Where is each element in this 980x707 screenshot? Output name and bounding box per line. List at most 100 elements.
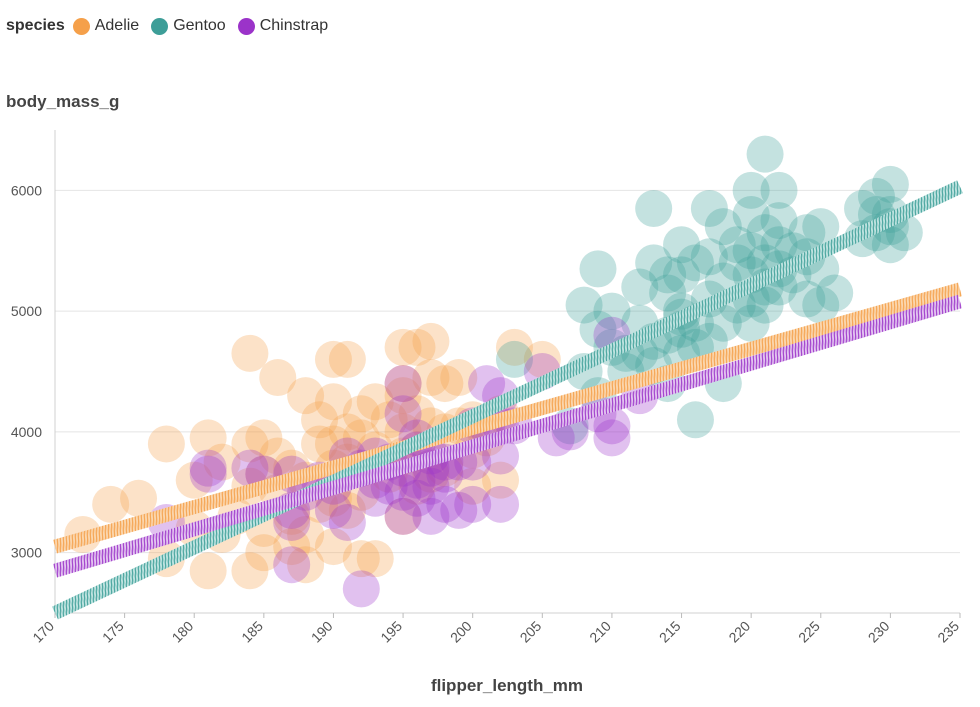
point-gentoo: [579, 310, 617, 348]
legend: species Adelie Gentoo Chinstrap: [6, 12, 334, 40]
trend-band-chinstrap: [53, 294, 962, 578]
point-adelie: [231, 425, 269, 463]
point-adelie: [384, 377, 422, 415]
point-gentoo: [579, 250, 617, 288]
point-gentoo: [635, 189, 673, 227]
point-adelie: [342, 395, 380, 433]
point-gentoo: [816, 274, 854, 312]
point-adelie: [328, 413, 366, 451]
point-adelie: [454, 467, 492, 505]
point-gentoo: [732, 304, 770, 342]
point-adelie: [426, 365, 464, 403]
point-chinstrap: [328, 503, 366, 541]
point-chinstrap: [384, 473, 422, 511]
point-adelie: [301, 425, 339, 463]
point-adelie: [398, 467, 436, 505]
point-adelie: [147, 425, 185, 463]
point-gentoo: [649, 256, 687, 294]
point-chinstrap: [482, 485, 520, 523]
point-adelie: [287, 516, 325, 554]
y-tick-label: 3000: [11, 545, 42, 561]
point-adelie: [412, 322, 450, 360]
point-adelie: [301, 401, 339, 439]
point-gentoo: [704, 304, 742, 342]
point-adelie: [287, 377, 325, 415]
point-gentoo: [649, 274, 687, 312]
point-gentoo: [760, 202, 798, 240]
point-chinstrap: [412, 467, 450, 505]
point-adelie: [495, 328, 533, 366]
legend-item-adelie[interactable]: Adelie: [72, 17, 139, 35]
point-adelie: [287, 546, 325, 584]
legend-item-chinstrap[interactable]: Chinstrap: [237, 17, 329, 35]
point-adelie: [328, 491, 366, 529]
point-chinstrap: [440, 491, 478, 529]
point-gentoo: [718, 244, 756, 282]
point-adelie: [342, 419, 380, 457]
x-tick-label: 170: [29, 618, 57, 646]
legend-item-gentoo[interactable]: Gentoo: [151, 17, 226, 35]
point-adelie: [356, 540, 394, 578]
point-adelie: [356, 383, 394, 421]
point-gentoo: [732, 171, 770, 209]
point-chinstrap: [593, 419, 631, 457]
x-tick-label: 195: [377, 618, 405, 646]
y-tick-label: 4000: [11, 424, 42, 440]
point-adelie: [120, 479, 158, 517]
point-gentoo: [663, 226, 701, 264]
x-tick-label: 235: [934, 618, 962, 646]
x-tick-label: 175: [99, 618, 127, 646]
point-adelie: [398, 328, 436, 366]
trend-line-gentoo: [52, 180, 963, 620]
x-axis-title: flipper_length_mm: [431, 676, 583, 695]
point-gentoo: [802, 208, 840, 246]
x-tick-label: 225: [795, 618, 823, 646]
point-adelie: [245, 419, 283, 457]
x-tick-label: 185: [238, 618, 266, 646]
y-tick-label: 5000: [11, 303, 42, 319]
x-tick-label: 210: [586, 618, 614, 646]
point-gentoo: [676, 244, 714, 282]
point-chinstrap: [468, 365, 506, 403]
point-adelie: [314, 425, 352, 463]
point-chinstrap: [342, 570, 380, 608]
point-chinstrap: [189, 455, 227, 493]
point-chinstrap: [384, 365, 422, 403]
trend-band-adelie: [53, 282, 962, 554]
point-gentoo: [802, 286, 840, 324]
trend-line-adelie: [53, 282, 962, 554]
point-gentoo: [844, 189, 882, 227]
point-adelie: [384, 328, 422, 366]
x-tick-label: 205: [517, 618, 545, 646]
chinstrap-swatch-icon: [237, 17, 255, 35]
legend-label-chinstrap: Chinstrap: [259, 17, 329, 34]
point-gentoo: [760, 226, 798, 264]
trend-lines: [52, 180, 963, 620]
point-adelie: [398, 395, 436, 433]
x-tick-label: 180: [169, 618, 197, 646]
point-chinstrap: [426, 455, 464, 493]
legend-label-gentoo: Gentoo: [173, 17, 226, 34]
point-chinstrap: [593, 407, 631, 445]
point-gentoo: [788, 214, 826, 252]
point-gentoo: [871, 226, 909, 264]
point-gentoo: [565, 286, 603, 324]
point-gentoo: [690, 238, 728, 276]
point-chinstrap: [398, 479, 436, 517]
point-chinstrap: [273, 546, 311, 584]
point-adelie: [370, 401, 408, 439]
point-adelie: [314, 340, 352, 378]
point-adelie: [259, 437, 297, 475]
point-chinstrap: [231, 449, 269, 487]
point-chinstrap: [384, 497, 422, 535]
point-adelie: [175, 461, 213, 499]
point-gentoo: [746, 214, 784, 252]
axis-labels: body_mass_g flipper_length_mm: [6, 92, 583, 695]
point-gentoo: [704, 208, 742, 246]
x-tick-label: 215: [656, 618, 684, 646]
point-adelie: [342, 540, 380, 578]
point-chinstrap: [314, 491, 352, 529]
point-gentoo: [871, 165, 909, 203]
point-gentoo: [746, 135, 784, 173]
